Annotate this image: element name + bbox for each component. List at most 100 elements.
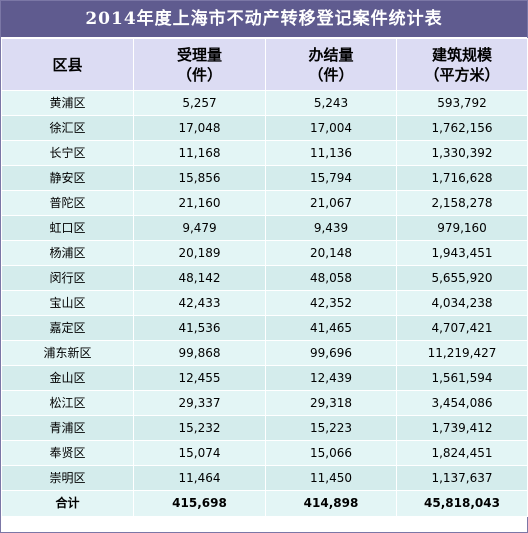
area-cell: 1,330,392 xyxy=(396,140,528,166)
accepted-cell: 11,168 xyxy=(133,140,266,166)
district-cell: 杨浦区 xyxy=(1,240,134,266)
table-row: 宝山区 42,433 42,352 4,034,238 xyxy=(1,290,528,316)
table-row: 长宁区 11,168 11,136 1,330,392 xyxy=(1,140,528,166)
district-cell: 虹口区 xyxy=(1,215,134,241)
table-row: 嘉定区 41,536 41,465 4,707,421 xyxy=(1,315,528,341)
accepted-cell: 11,464 xyxy=(133,465,266,491)
table-body: 黄浦区 5,257 5,243 593,792 徐汇区 17,048 17,004 1,762… xyxy=(1,90,528,491)
area-cell: 593,792 xyxy=(396,90,528,116)
area-cell: 1,137,637 xyxy=(396,465,528,491)
accepted-cell: 17,048 xyxy=(133,115,266,141)
header-completed-unit: （件） xyxy=(308,65,354,84)
completed-cell: 17,004 xyxy=(265,115,397,141)
area-cell: 1,561,594 xyxy=(396,365,528,391)
table-row: 静安区 15,856 15,794 1,716,628 xyxy=(1,165,528,191)
area-cell: 1,762,156 xyxy=(396,115,528,141)
area-cell: 5,655,920 xyxy=(396,265,528,291)
completed-cell: 42,352 xyxy=(265,290,397,316)
table-row: 闵行区 48,142 48,058 5,655,920 xyxy=(1,265,528,291)
area-cell: 1,824,451 xyxy=(396,440,528,466)
accepted-cell: 9,479 xyxy=(133,215,266,241)
district-cell: 嘉定区 xyxy=(1,315,134,341)
district-cell: 金山区 xyxy=(1,365,134,391)
header-accepted-label: 受理量 xyxy=(176,45,222,64)
district-cell: 浦东新区 xyxy=(1,340,134,366)
district-cell: 青浦区 xyxy=(1,415,134,441)
district-cell: 闵行区 xyxy=(1,265,134,291)
district-cell: 松江区 xyxy=(1,390,134,416)
accepted-cell: 5,257 xyxy=(133,90,266,116)
district-cell: 静安区 xyxy=(1,165,134,191)
completed-cell: 9,439 xyxy=(265,215,397,241)
header-accepted: 受理量 （件） xyxy=(133,38,266,91)
table-row: 奉贤区 15,074 15,066 1,824,451 xyxy=(1,440,528,466)
district-cell: 徐汇区 xyxy=(1,115,134,141)
completed-cell: 99,696 xyxy=(265,340,397,366)
header-row: 区县 受理量 （件） 办结量 （件） 建筑规模 （平方米） xyxy=(1,38,528,91)
completed-cell: 29,318 xyxy=(265,390,397,416)
accepted-cell: 29,337 xyxy=(133,390,266,416)
completed-cell: 11,450 xyxy=(265,465,397,491)
accepted-cell: 15,856 xyxy=(133,165,266,191)
table-row: 崇明区 11,464 11,450 1,137,637 xyxy=(1,465,528,491)
header-completed-label: 办结量 xyxy=(308,45,354,64)
accepted-cell: 21,160 xyxy=(133,190,266,216)
district-cell: 黄浦区 xyxy=(1,90,134,116)
header-area-unit: （平方米） xyxy=(424,65,500,84)
area-cell: 1,716,628 xyxy=(396,165,528,191)
table-row: 普陀区 21,160 21,067 2,158,278 xyxy=(1,190,528,216)
district-cell: 崇明区 xyxy=(1,465,134,491)
area-cell: 1,943,451 xyxy=(396,240,528,266)
table-row: 松江区 29,337 29,318 3,454,086 xyxy=(1,390,528,416)
area-cell: 979,160 xyxy=(396,215,528,241)
accepted-cell: 15,232 xyxy=(133,415,266,441)
accepted-cell: 12,455 xyxy=(133,365,266,391)
table-row: 虹口区 9,479 9,439 979,160 xyxy=(1,215,528,241)
completed-cell: 41,465 xyxy=(265,315,397,341)
table-row: 青浦区 15,232 15,223 1,739,412 xyxy=(1,415,528,441)
district-cell: 普陀区 xyxy=(1,190,134,216)
completed-cell: 20,148 xyxy=(265,240,397,266)
total-area: 45,818,043 xyxy=(396,490,528,517)
completed-cell: 11,136 xyxy=(265,140,397,166)
table-row: 金山区 12,455 12,439 1,561,594 xyxy=(1,365,528,391)
area-cell: 3,454,086 xyxy=(396,390,528,416)
district-cell: 宝山区 xyxy=(1,290,134,316)
area-cell: 2,158,278 xyxy=(396,190,528,216)
district-cell: 奉贤区 xyxy=(1,440,134,466)
total-accepted: 415,698 xyxy=(133,490,266,517)
total-row: 合计 415,698 414,898 45,818,043 xyxy=(1,490,528,517)
completed-cell: 15,066 xyxy=(265,440,397,466)
total-completed: 414,898 xyxy=(265,490,397,517)
accepted-cell: 99,868 xyxy=(133,340,266,366)
header-area: 建筑规模 （平方米） xyxy=(396,38,528,91)
completed-cell: 48,058 xyxy=(265,265,397,291)
table-row: 杨浦区 20,189 20,148 1,943,451 xyxy=(1,240,528,266)
completed-cell: 5,243 xyxy=(265,90,397,116)
area-cell: 4,034,238 xyxy=(396,290,528,316)
header-area-label: 建筑规模 xyxy=(431,45,492,64)
district-cell: 长宁区 xyxy=(1,140,134,166)
header-district: 区县 xyxy=(1,38,134,91)
completed-cell: 15,794 xyxy=(265,165,397,191)
table-row: 浦东新区 99,868 99,696 11,219,427 xyxy=(1,340,528,366)
table-title: 2014年度上海市不动产转移登记案件统计表 xyxy=(1,1,527,38)
accepted-cell: 48,142 xyxy=(133,265,266,291)
area-cell: 4,707,421 xyxy=(396,315,528,341)
completed-cell: 21,067 xyxy=(265,190,397,216)
area-cell: 1,739,412 xyxy=(396,415,528,441)
total-label: 合计 xyxy=(1,490,134,517)
header-completed: 办结量 （件） xyxy=(265,38,397,91)
table-row: 徐汇区 17,048 17,004 1,762,156 xyxy=(1,115,528,141)
completed-cell: 15,223 xyxy=(265,415,397,441)
accepted-cell: 20,189 xyxy=(133,240,266,266)
area-cell: 11,219,427 xyxy=(396,340,528,366)
table-row: 黄浦区 5,257 5,243 593,792 xyxy=(1,90,528,116)
accepted-cell: 41,536 xyxy=(133,315,266,341)
accepted-cell: 15,074 xyxy=(133,440,266,466)
completed-cell: 12,439 xyxy=(265,365,397,391)
accepted-cell: 42,433 xyxy=(133,290,266,316)
statistics-table: 区县 受理量 （件） 办结量 （件） 建筑规模 （平方米） 黄浦区 5,257 5,… xyxy=(1,38,528,517)
header-accepted-unit: （件） xyxy=(176,65,222,84)
